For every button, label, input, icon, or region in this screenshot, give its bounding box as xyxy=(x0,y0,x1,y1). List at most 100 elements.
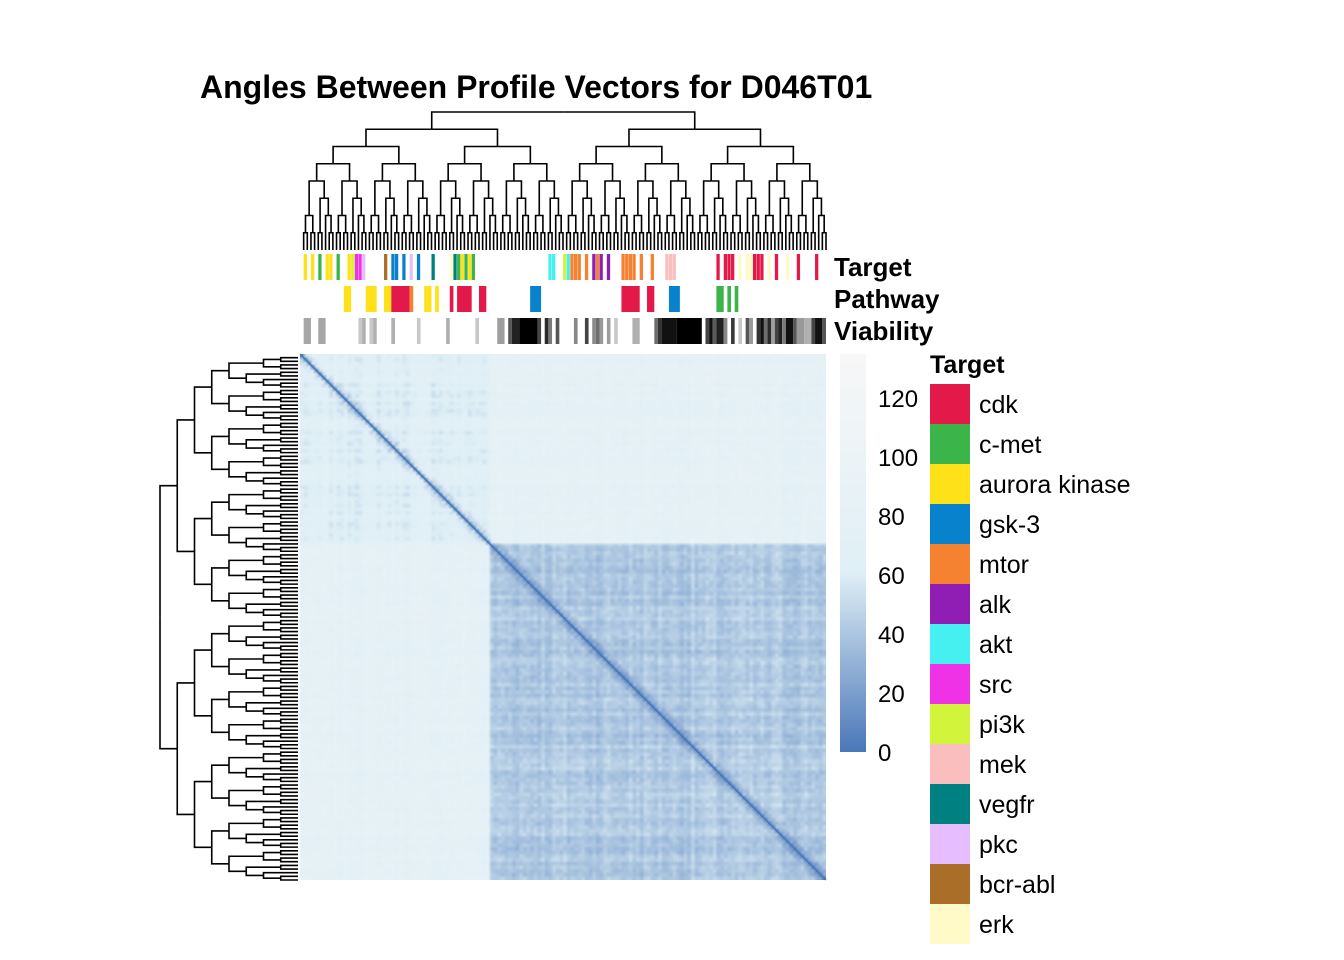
dendrogram-branch xyxy=(279,571,298,574)
dendrogram-branch xyxy=(810,231,814,250)
dendrogram-branch xyxy=(279,834,298,837)
dendrogram-branch xyxy=(398,162,417,181)
dendrogram-branch xyxy=(228,370,247,379)
dendrogram-branch xyxy=(357,214,362,250)
dendrogram-branch xyxy=(812,197,818,233)
viability-track-cell xyxy=(661,318,677,344)
pathway-track-cell xyxy=(530,286,542,312)
dendrogram-branch xyxy=(193,517,212,552)
dendrogram-branch xyxy=(279,655,298,658)
dendrogram-branch xyxy=(423,214,427,250)
dendrogram-branch xyxy=(561,231,564,250)
colorbar-tick-label: 60 xyxy=(878,563,905,590)
dendrogram-branch xyxy=(245,674,264,679)
dendrogram-branch xyxy=(791,231,794,250)
dendrogram-branch xyxy=(262,806,298,810)
dendrogram-branch xyxy=(279,852,298,856)
dendrogram-branch xyxy=(279,801,298,805)
viability-track-cell xyxy=(738,318,742,344)
dendrogram-branch xyxy=(245,406,281,412)
dendrogram-branch xyxy=(481,231,485,250)
target-annotation-track xyxy=(303,254,819,280)
dendrogram-branch xyxy=(279,779,298,783)
dendrogram-branch xyxy=(279,702,298,706)
dendrogram-branch xyxy=(228,633,247,642)
dendrogram-branch xyxy=(686,214,690,250)
target-track-cell xyxy=(584,254,589,280)
dendrogram-branch xyxy=(737,231,741,250)
target-track-cell xyxy=(336,254,340,280)
dendrogram-branch xyxy=(279,751,298,754)
target-track-cell xyxy=(325,254,329,280)
dendrogram-branch xyxy=(763,231,766,250)
dendrogram-branch xyxy=(746,197,752,233)
legend-swatch xyxy=(930,464,970,504)
dendrogram-branch xyxy=(736,214,741,233)
dendrogram-branch xyxy=(648,197,653,233)
target-track-cell xyxy=(468,254,472,280)
dendrogram-branch xyxy=(389,197,395,216)
dendrogram-branch xyxy=(262,396,281,401)
dendrogram-branch xyxy=(279,364,298,367)
dendrogram-branch xyxy=(648,231,652,250)
dendrogram-branch xyxy=(279,758,298,762)
dendrogram-branch xyxy=(785,214,789,250)
target-track-cell xyxy=(599,254,603,280)
target-track-cell xyxy=(354,254,359,280)
viability-track-cell xyxy=(796,318,805,344)
viability-track-cell xyxy=(537,318,542,344)
dendrogram-branch xyxy=(228,658,264,667)
dendrogram-branch xyxy=(279,470,298,473)
dendrogram-branch xyxy=(342,214,347,233)
dendrogram-branch xyxy=(279,371,298,375)
dendrogram-branch xyxy=(279,397,298,400)
dendrogram-branch xyxy=(375,231,379,250)
dendrogram-branch xyxy=(262,555,281,561)
dendrogram-branch xyxy=(193,780,212,815)
dendrogram-branch xyxy=(279,392,298,395)
dendrogram-branch xyxy=(279,404,298,407)
pathway-track-cell xyxy=(449,286,454,312)
dendrogram-branch xyxy=(440,214,446,233)
dendrogram-branch xyxy=(279,744,298,747)
target-track-cell xyxy=(716,254,720,280)
dendrogram-branch xyxy=(357,197,362,216)
dendrogram-branch xyxy=(464,162,482,181)
dendrogram-branch xyxy=(262,490,281,495)
dendrogram-branch xyxy=(513,180,523,199)
dendrogram-branch xyxy=(788,231,792,250)
dendrogram-branch xyxy=(279,425,298,428)
dendrogram-branch xyxy=(744,180,753,199)
dendrogram-branch xyxy=(279,481,298,484)
dendrogram-branch xyxy=(776,162,794,181)
dendrogram-branch xyxy=(638,231,642,250)
dendrogram-branch xyxy=(752,214,756,250)
dendrogram-branch xyxy=(312,231,316,250)
dendrogram-branch xyxy=(279,579,298,583)
dendrogram-branch xyxy=(159,617,178,750)
dendrogram-branch xyxy=(279,556,298,560)
dendrogram-branch xyxy=(802,214,807,233)
dendrogram-branch xyxy=(279,495,298,499)
pathway-track-cell xyxy=(391,286,410,312)
dendrogram-branch xyxy=(711,231,715,250)
dendrogram-branch xyxy=(415,180,424,199)
viability-track-cell xyxy=(763,318,768,344)
dendrogram-branch xyxy=(245,542,264,548)
dendrogram-branch xyxy=(385,231,389,250)
dendrogram-branch xyxy=(624,231,627,250)
dendrogram-branch xyxy=(788,214,793,233)
target-track-cell xyxy=(577,254,581,280)
dendrogram-branch xyxy=(279,589,298,593)
dendrogram-branch xyxy=(228,535,247,544)
dendrogram-branch xyxy=(279,711,298,714)
dendrogram-branch xyxy=(558,214,562,233)
legend-label: erk xyxy=(979,911,1014,939)
legend-label: gsk-3 xyxy=(979,511,1040,539)
dendrogram-branch xyxy=(279,568,298,572)
dendrogram-branch xyxy=(797,214,803,233)
dendrogram-branch xyxy=(210,435,229,453)
dendrogram-branch xyxy=(245,471,281,477)
target-track-cell xyxy=(416,254,421,280)
